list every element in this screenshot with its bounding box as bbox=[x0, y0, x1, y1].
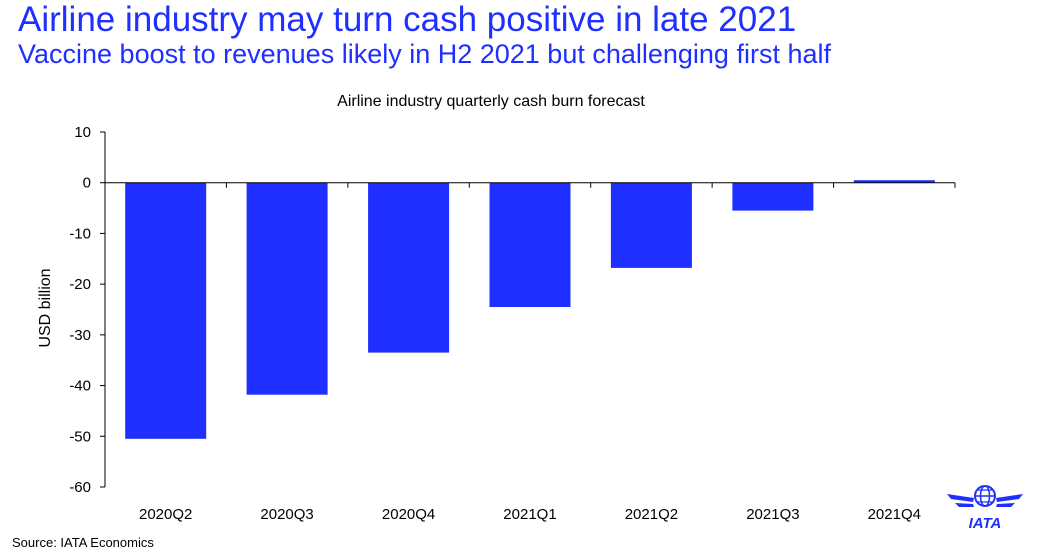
y-tick-label: -30 bbox=[69, 327, 91, 344]
y-tick-label: 10 bbox=[74, 124, 91, 141]
x-tick-label: 2021Q1 bbox=[503, 506, 556, 523]
bar-2021Q1 bbox=[489, 182, 571, 307]
chart-title: Airline industry quarterly cash burn for… bbox=[337, 93, 645, 110]
page-title: Airline industry may turn cash positive … bbox=[18, 0, 797, 39]
bar-2020Q3 bbox=[246, 182, 328, 395]
x-tick-label: 2020Q2 bbox=[139, 506, 192, 523]
bar-2021Q2 bbox=[610, 182, 692, 268]
source-note: Source: IATA Economics bbox=[12, 535, 154, 550]
iata-logo: IATA bbox=[947, 485, 1023, 532]
x-tick-label: 2020Q4 bbox=[382, 506, 435, 523]
bar-2021Q4 bbox=[853, 180, 935, 183]
page-subtitle: Vaccine boost to revenues likely in H2 2… bbox=[18, 39, 831, 69]
bar-2020Q2 bbox=[125, 182, 207, 439]
y-tick-label: -60 bbox=[69, 479, 91, 496]
bar-2020Q4 bbox=[368, 182, 450, 353]
x-tick-label: 2021Q2 bbox=[625, 506, 678, 523]
globe-wings-icon bbox=[947, 485, 1023, 507]
x-tick-label: 2021Q3 bbox=[746, 506, 799, 523]
x-tick-label: 2021Q4 bbox=[868, 506, 921, 523]
y-tick-label: -20 bbox=[69, 276, 91, 293]
bar-2021Q3 bbox=[732, 182, 814, 211]
logo-text: IATA bbox=[969, 515, 1002, 532]
y-tick-label: -40 bbox=[69, 378, 91, 395]
y-tick-label: 0 bbox=[83, 175, 91, 192]
plot-area: 2020Q2 2020Q3 2020Q4 2021Q1 2021Q2 2021Q3 2021… bbox=[69, 124, 956, 523]
y-axis-title: USD billion bbox=[37, 268, 54, 347]
y-tick-label: -50 bbox=[69, 428, 91, 445]
x-tick-label: 2020Q3 bbox=[260, 506, 313, 523]
y-tick-label: -10 bbox=[69, 225, 91, 242]
